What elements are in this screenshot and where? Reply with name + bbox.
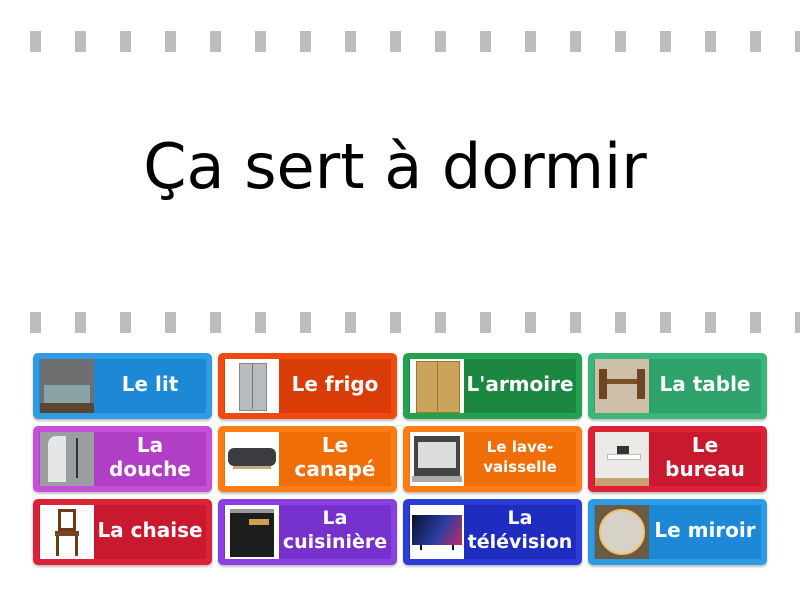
divider-dash	[345, 312, 356, 333]
dishwasher-image	[410, 432, 464, 486]
answer-tile[interactable]: La cuisinière	[218, 499, 397, 565]
tile-label: La douche	[109, 433, 191, 481]
mirror-image	[595, 505, 649, 559]
divider-dash	[750, 312, 761, 333]
answer-tile[interactable]: Le frigo	[218, 353, 397, 419]
answer-tile[interactable]: Le lit	[33, 353, 212, 419]
tile-label: Le miroir	[654, 518, 756, 542]
answer-tile[interactable]: La douche	[33, 426, 212, 492]
divider-dash	[210, 312, 221, 333]
answer-tile[interactable]: Le lave-vaisselle	[403, 426, 582, 492]
stove-image	[225, 505, 279, 559]
divider-dash	[255, 31, 266, 52]
divider-dash	[570, 312, 581, 333]
divider-dash	[390, 312, 401, 333]
divider-dash	[795, 31, 800, 52]
answer-tile[interactable]: Le bureau	[588, 426, 767, 492]
tile-label: La table	[659, 372, 751, 396]
shower-image	[40, 432, 94, 486]
divider-dash	[660, 312, 671, 333]
tile-label: Le frigo	[291, 372, 379, 396]
divider-dash	[300, 31, 311, 52]
divider-dash	[525, 31, 536, 52]
top-divider	[0, 31, 800, 52]
divider-dash	[615, 31, 626, 52]
divider-dash	[705, 312, 716, 333]
divider-dash	[165, 312, 176, 333]
answer-tile[interactable]: Le canapé	[218, 426, 397, 492]
divider-dash	[300, 312, 311, 333]
desk-image	[595, 432, 649, 486]
tile-label: La chaise	[97, 518, 203, 542]
tile-label: Le lave-vaisselle	[483, 438, 557, 476]
tile-label: La cuisinière	[282, 507, 388, 553]
fridge-image	[225, 359, 279, 413]
divider-dash	[480, 312, 491, 333]
tile-label: L'armoire	[466, 372, 574, 396]
divider-dash	[75, 312, 86, 333]
divider-dash	[30, 312, 41, 333]
tile-label: Le lit	[121, 372, 179, 396]
divider-dash	[660, 31, 671, 52]
tile-label: Le bureau	[665, 433, 745, 481]
divider-dash	[435, 31, 446, 52]
answer-tile[interactable]: La télévision	[403, 499, 582, 565]
tile-label: La télévision	[467, 507, 573, 553]
bed-image	[40, 359, 94, 413]
sofa-image	[225, 432, 279, 486]
divider-dash	[75, 31, 86, 52]
divider-dash	[390, 31, 401, 52]
divider-dash	[120, 31, 131, 52]
television-image	[410, 505, 464, 559]
divider-dash	[30, 31, 41, 52]
divider-dash	[705, 31, 716, 52]
tile-label: Le canapé	[294, 433, 376, 481]
answer-tile[interactable]: La table	[588, 353, 767, 419]
divider-dash	[120, 312, 131, 333]
divider-dash	[750, 31, 761, 52]
divider-dash	[480, 31, 491, 52]
divider-dash	[570, 31, 581, 52]
divider-dash	[435, 312, 446, 333]
divider-dash	[615, 312, 626, 333]
answer-tile[interactable]: L'armoire	[403, 353, 582, 419]
divider-dash	[255, 312, 266, 333]
question-prompt: Ça sert à dormir	[143, 130, 647, 203]
divider-dash	[165, 31, 176, 52]
divider-dash	[525, 312, 536, 333]
divider-dash	[210, 31, 221, 52]
chair-image	[40, 505, 94, 559]
divider-dash	[345, 31, 356, 52]
answer-tile[interactable]: Le miroir	[588, 499, 767, 565]
wardrobe-image	[410, 359, 464, 413]
table-image	[595, 359, 649, 413]
bottom-divider	[0, 312, 800, 333]
answer-tile[interactable]: La chaise	[33, 499, 212, 565]
divider-dash	[795, 312, 800, 333]
